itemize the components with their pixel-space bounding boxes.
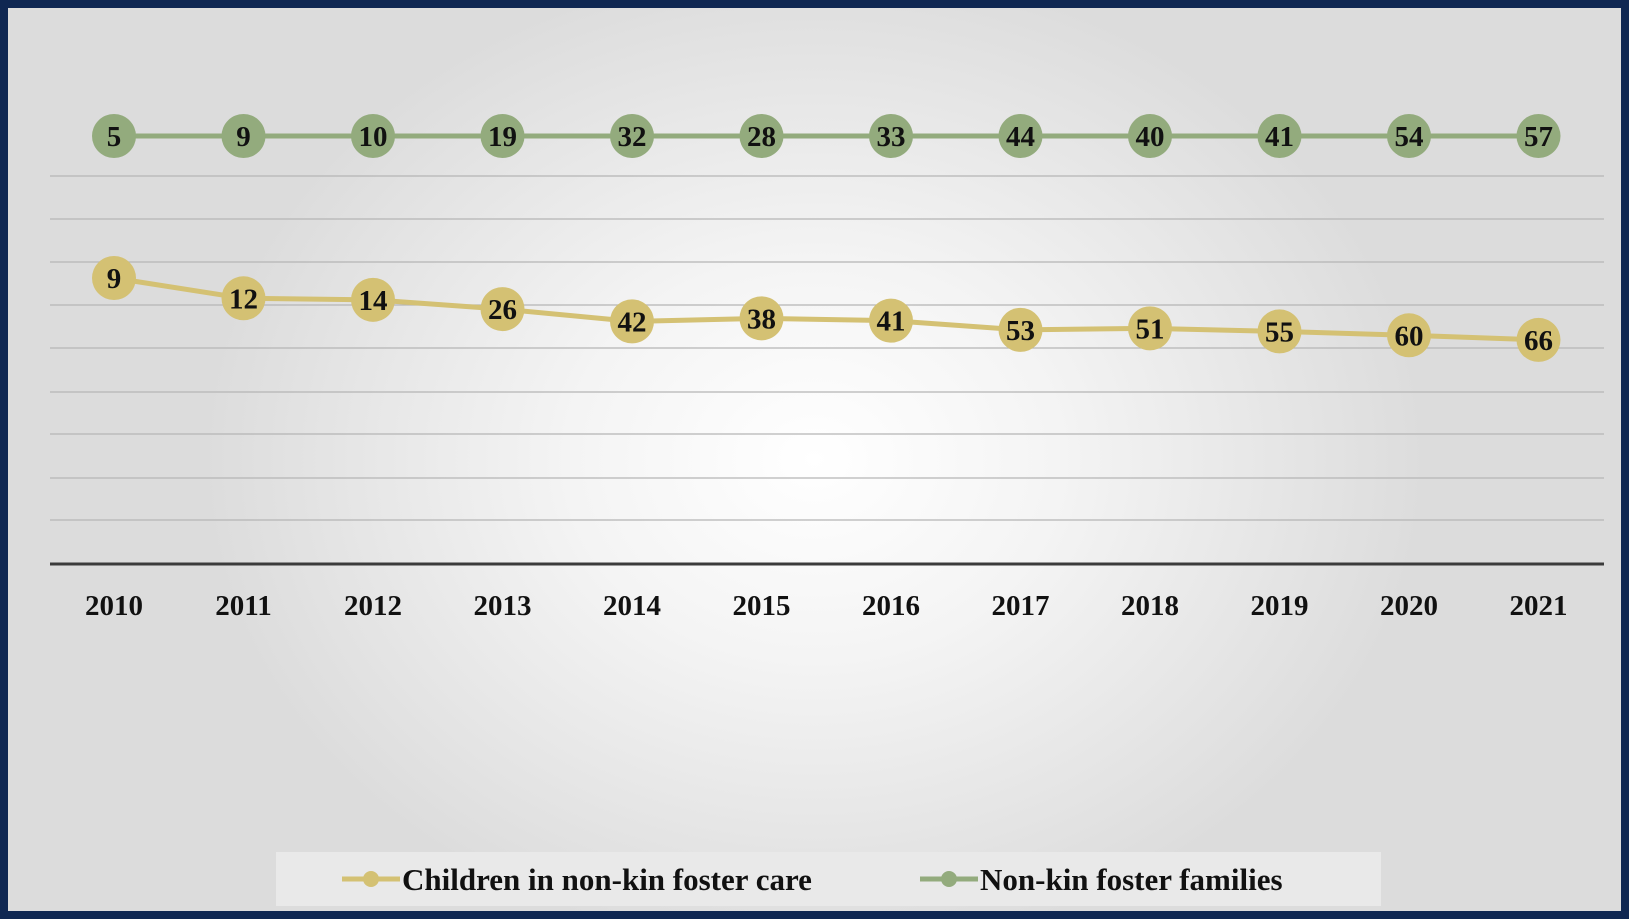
data-point: [221, 276, 266, 321]
data-point: [1387, 114, 1431, 158]
x-tick-label: 2016: [862, 590, 920, 622]
data-label: 53: [1006, 315, 1035, 347]
data-point: [998, 307, 1043, 352]
data-label: 19: [488, 121, 517, 153]
data-label: 41: [877, 306, 906, 338]
x-tick-label: 2019: [1251, 590, 1309, 622]
legend: Children in non-kin foster care Non-kin …: [342, 862, 1283, 897]
data-label: 9: [236, 121, 251, 153]
data-point: [92, 256, 136, 300]
data-point: [1387, 313, 1431, 358]
data-point: [221, 114, 266, 158]
data-label: 33: [877, 121, 906, 153]
data-label: 42: [618, 306, 647, 338]
legend-marker-children: [363, 871, 379, 887]
series-points: 9 12 14 26 42 38 41 53 51 55 60 66 5 9 10 19 32 28 33 44 40 4…: [92, 114, 1561, 362]
data-label: 14: [359, 285, 388, 317]
data-point: [869, 298, 913, 343]
data-point: [480, 114, 525, 158]
data-label: 44: [1006, 121, 1035, 153]
data-label: 28: [747, 121, 776, 153]
data-point: [1516, 114, 1561, 158]
legend-box: [276, 852, 1381, 906]
data-label: 60: [1395, 320, 1424, 352]
data-label: 54: [1395, 121, 1424, 153]
data-point: [869, 114, 913, 158]
data-label: 12: [229, 283, 258, 315]
data-label: 32: [618, 121, 647, 153]
x-tick-label: 2010: [85, 590, 143, 622]
data-point: [739, 296, 784, 341]
x-axis-tick-labels: 2010 2011 2012 2013 2014 2015 2016 2017 2018 2019…: [85, 590, 1568, 622]
legend-label-children: Children in non-kin foster care: [402, 862, 812, 897]
line-chart: 2010 2011 2012 2013 2014 2015 2016 2017 2018 2019…: [50, 114, 1604, 906]
data-point: [1257, 114, 1302, 158]
x-tick-label: 2021: [1510, 590, 1568, 622]
data-label: 55: [1265, 316, 1294, 348]
series-line: [113, 275, 1539, 343]
legend-marker-families: [941, 871, 957, 887]
x-tick-label: 2015: [733, 590, 791, 622]
data-label: 38: [747, 303, 776, 335]
data-label: 40: [1136, 121, 1165, 153]
data-point: [351, 277, 395, 322]
x-tick-label: 2018: [1121, 590, 1179, 622]
data-point: [1516, 317, 1561, 362]
data-point: [1257, 309, 1302, 354]
data-label: 5: [107, 121, 122, 153]
data-point: [480, 287, 525, 332]
data-point: [92, 114, 136, 158]
data-label: 26: [488, 294, 517, 326]
x-tick-label: 2017: [992, 590, 1050, 622]
data-point: [1128, 114, 1172, 158]
data-label: 51: [1136, 313, 1165, 345]
x-tick-label: 2020: [1380, 590, 1438, 622]
data-point: [610, 299, 654, 344]
data-point: [610, 114, 654, 158]
series-lines: [113, 133, 1539, 343]
x-tick-label: 2012: [344, 590, 402, 622]
data-label: 57: [1524, 121, 1553, 153]
data-label: 10: [359, 121, 388, 153]
data-point: [739, 114, 784, 158]
x-tick-label: 2013: [474, 590, 532, 622]
x-tick-label: 2011: [215, 590, 271, 622]
data-label: 9: [107, 263, 122, 295]
data-point: [998, 114, 1043, 158]
data-label: 66: [1524, 325, 1553, 357]
gridlines: [50, 175, 1604, 521]
data-label: 41: [1265, 121, 1294, 153]
data-point: [1128, 306, 1172, 351]
legend-label-families: Non-kin foster families: [980, 862, 1283, 897]
x-tick-label: 2014: [603, 590, 661, 622]
data-point: [351, 114, 395, 158]
